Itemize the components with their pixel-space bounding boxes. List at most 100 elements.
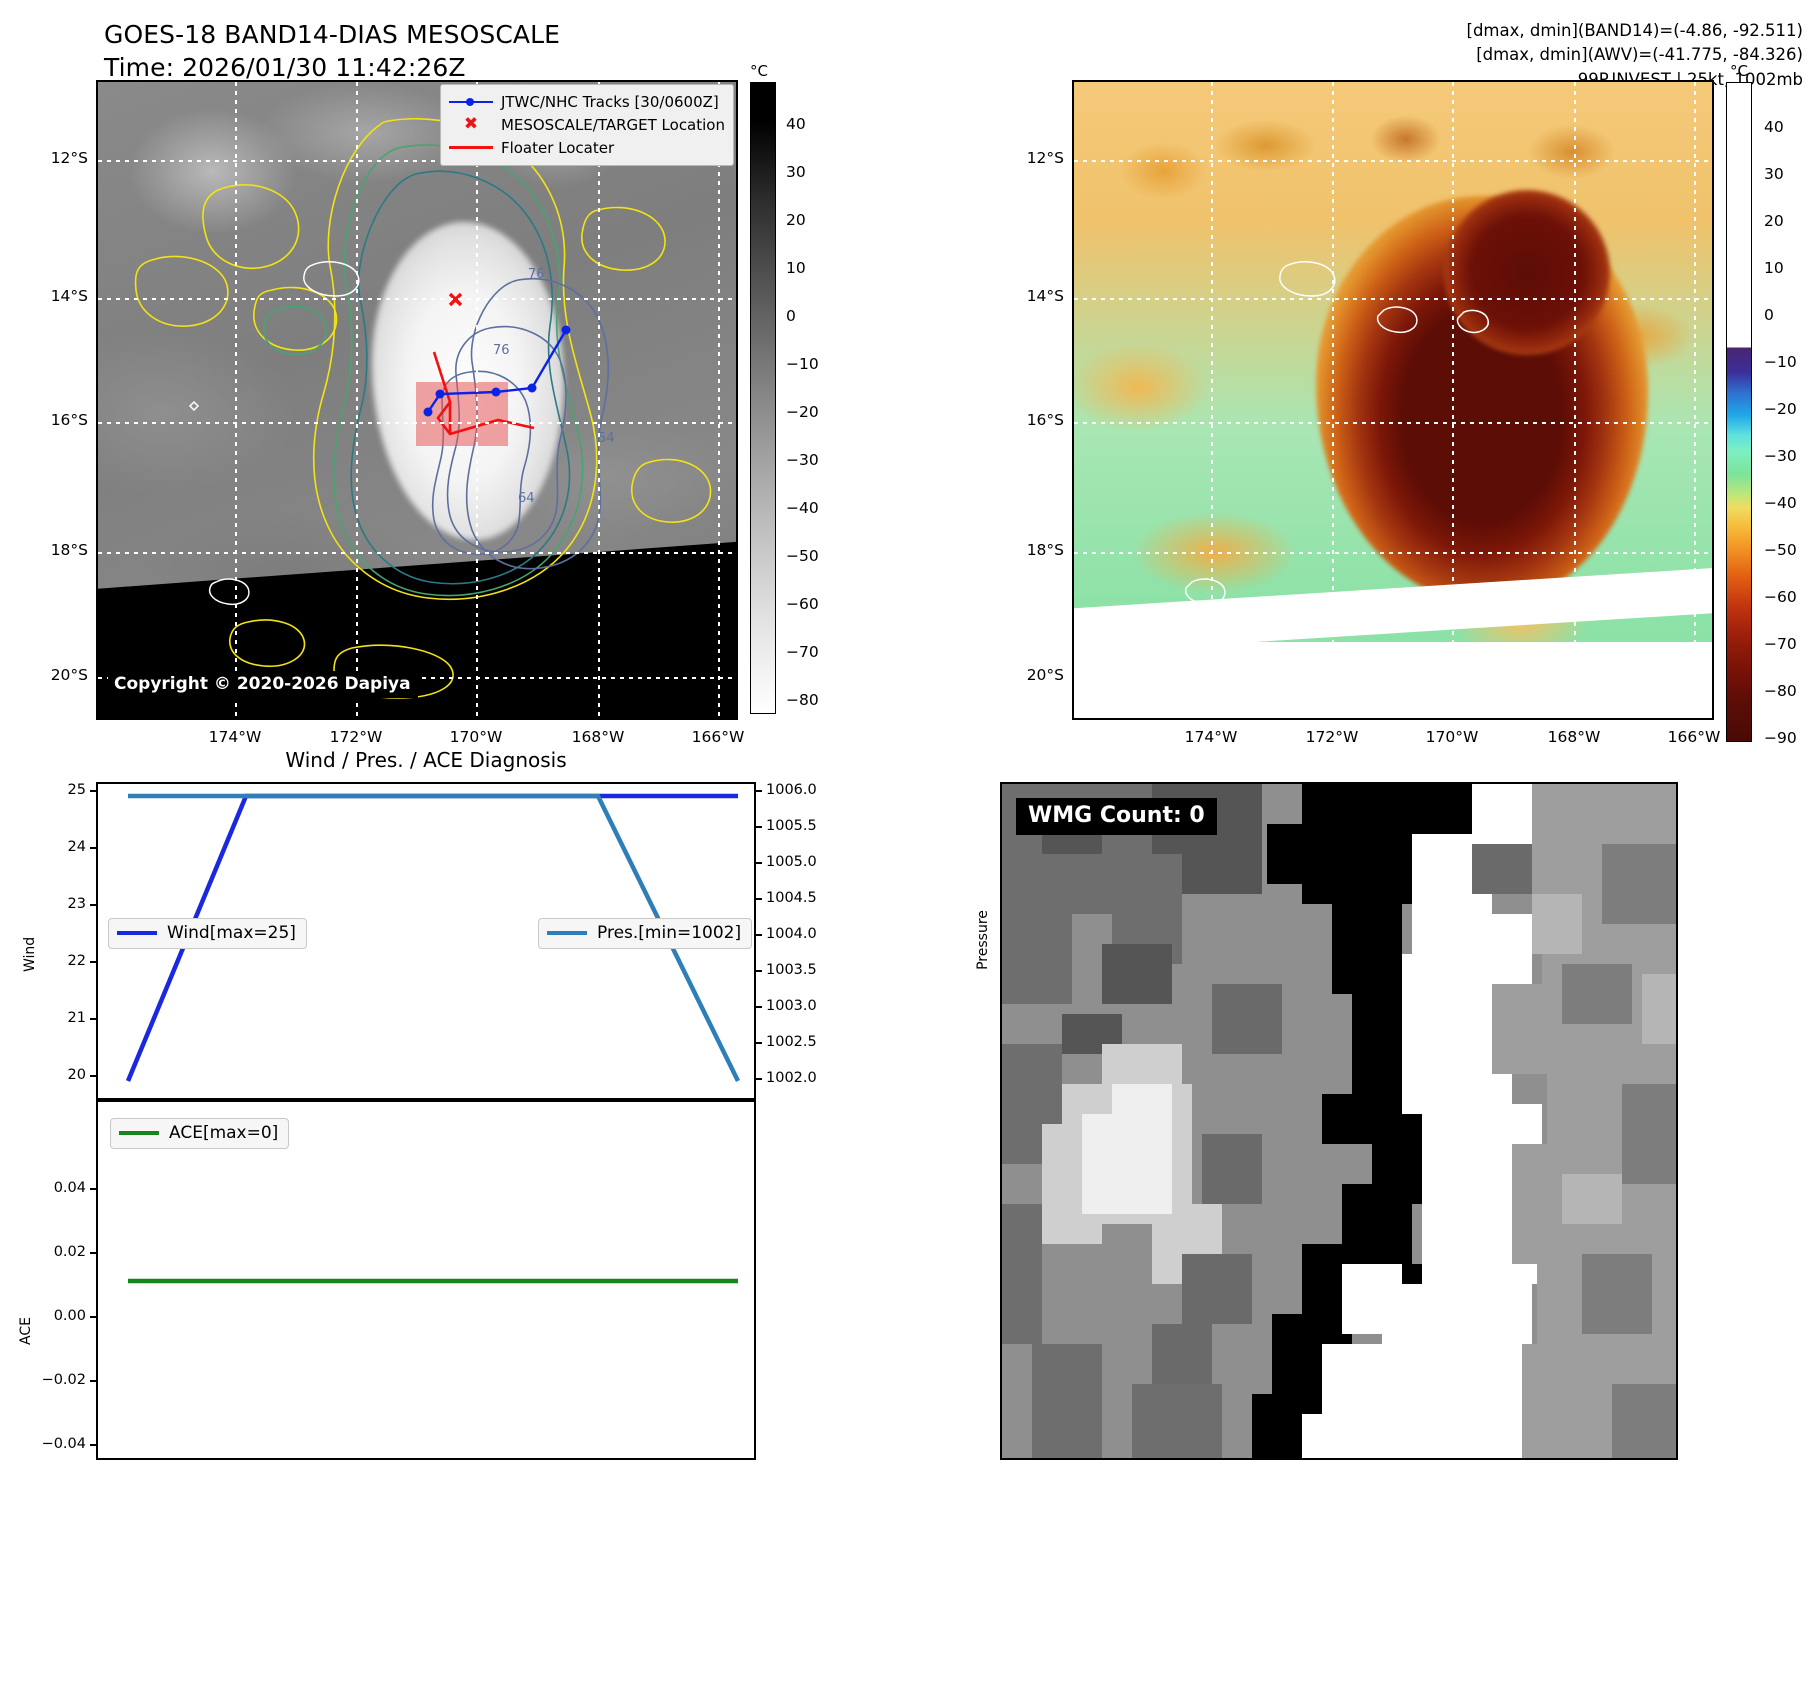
pres-ytick-1003: 1003.0: [766, 998, 817, 1014]
ir-gridline-lat-14s: [1074, 298, 1712, 300]
ir-lon-label-170w: 170°W: [1425, 728, 1479, 746]
svg-text:64: 64: [518, 491, 535, 506]
ir-tick-m60: −60: [1764, 588, 1797, 606]
vis-lon-label-174w: 174°W: [208, 728, 262, 746]
grayscale-storm-core: [372, 221, 564, 540]
ace-tickmark-m002: [90, 1380, 96, 1382]
title-line-2: Time: 2026/01/30 11:42:26Z: [104, 53, 466, 82]
pres-tickmark-10035: [756, 970, 762, 972]
grayscale-image: 76 76 64 54 Copyright © 2020-2026 Dapiya: [98, 82, 736, 718]
ir-tick-m20: −20: [1764, 400, 1797, 418]
ir-lat-label-12s: 12°S: [1026, 149, 1064, 167]
wind-ytick-22: 22: [67, 953, 86, 969]
vis-lon-label-168w: 168°W: [571, 728, 625, 746]
ir-gridline-lat-16s: [1074, 422, 1712, 424]
ir-gridline-lon-166w: [1694, 82, 1696, 718]
pressure-series-line: [128, 793, 741, 1082]
ir-lat-label-14s: 14°S: [1026, 287, 1064, 305]
vis-lat-label-12s: 12°S: [50, 149, 88, 167]
ir-lon-label-168w: 168°W: [1547, 728, 1601, 746]
ace-ytick-m002: −0.02: [41, 1372, 86, 1388]
wind-axis-label: Wind: [22, 936, 38, 972]
ir-gridline-lon-174w: [1211, 82, 1213, 718]
legend-label-tracks: JTWC/NHC Tracks [30/0600Z]: [500, 92, 719, 111]
ir-tick-m80: −80: [1764, 682, 1797, 700]
wind-pressure-plot: [125, 793, 741, 1082]
wmg-panel[interactable]: WMG Count: 0: [1000, 782, 1678, 1460]
ir-lat-label-20s: 20°S: [1026, 666, 1064, 684]
gridline-lat-12s: [98, 160, 736, 162]
ir-gridline-lat-12s: [1074, 160, 1712, 162]
grayscale-tick-m60: −60: [786, 595, 819, 613]
gridline-lon-166w: [718, 82, 720, 718]
ir-tick-10: 10: [1764, 259, 1784, 277]
wind-ytick-23: 23: [67, 896, 86, 912]
legend-item-target[interactable]: ✖ MESOSCALE/TARGET Location: [449, 113, 725, 136]
gridline-lon-172w: [356, 82, 358, 718]
ir-tick-m50: −50: [1764, 541, 1797, 559]
ir-lon-label-174w: 174°W: [1184, 728, 1238, 746]
grayscale-satellite-panel[interactable]: 76 76 64 54 Copyright © 2020-2026 Dapiya…: [96, 80, 738, 720]
page-title: GOES-18 BAND14-DIAS MESOSCALE Time: 2026…: [104, 18, 560, 84]
ir-gridline-lon-170w: [1452, 82, 1454, 718]
gridline-lat-14s: [98, 298, 736, 300]
pres-tickmark-1005: [756, 862, 762, 864]
vis-lat-label-16s: 16°S: [50, 411, 88, 429]
ir-tick-m70: −70: [1764, 635, 1797, 653]
ace-tickmark-000: [90, 1316, 96, 1318]
wind-ytick-24: 24: [67, 839, 86, 855]
pressure-legend-swatch: [547, 930, 587, 936]
wind-series-legend[interactable]: Wind[max=25]: [108, 918, 307, 949]
svg-text:76: 76: [493, 343, 510, 358]
wind-ytick-21: 21: [67, 1010, 86, 1026]
ir-coastline-overlay: [1184, 260, 1489, 611]
ir-tick-m40: −40: [1764, 494, 1797, 512]
pressure-series-legend[interactable]: Pres.[min=1002]: [538, 918, 753, 949]
ace-ytick-m004: −0.04: [41, 1436, 86, 1452]
pres-tickmark-10055: [756, 826, 762, 828]
grayscale-tick-10: 10: [786, 259, 806, 277]
wind-tickmark-22: [90, 961, 96, 963]
ir-gridline-lat-20s: [1074, 677, 1712, 679]
map-legend: JTWC/NHC Tracks [30/0600Z] ✖ MESOSCALE/T…: [439, 84, 734, 166]
pres-ytick-1006: 1006.0: [766, 782, 817, 798]
grayscale-tick-m40: −40: [786, 499, 819, 517]
pres-tickmark-10045: [756, 898, 762, 900]
ir-tick-m90: −90: [1764, 729, 1797, 747]
pres-ytick-10055: 1005.5: [766, 818, 817, 834]
pressure-legend-label: Pres.[min=1002]: [597, 923, 742, 943]
grayscale-tick-m10: −10: [786, 355, 819, 373]
ace-chart[interactable]: [96, 1100, 756, 1460]
ir-satellite-panel[interactable]: [1072, 80, 1714, 720]
ace-axis-label: ACE: [18, 1317, 34, 1345]
wind-tickmark-20: [90, 1075, 96, 1077]
gridline-lon-170w: [476, 82, 478, 718]
ir-lat-label-18s: 18°S: [1026, 541, 1064, 559]
wind-pres-ace-title: Wind / Pres. / ACE Diagnosis: [285, 748, 567, 772]
ir-image: [1074, 82, 1712, 718]
pres-ytick-10035: 1003.5: [766, 962, 817, 978]
ace-tickmark-002: [90, 1252, 96, 1254]
ace-ytick-000: 0.00: [53, 1308, 86, 1324]
ir-tick-40: 40: [1764, 118, 1784, 136]
ace-legend[interactable]: ACE[max=0]: [110, 1118, 290, 1149]
legend-item-floater[interactable]: Floater Locater: [448, 136, 725, 159]
grayscale-tick-30: 30: [786, 163, 806, 181]
pres-ytick-1005: 1005.0: [766, 854, 817, 870]
wind-legend-swatch: [117, 930, 157, 936]
gridline-lon-174w: [235, 82, 237, 718]
wind-tickmark-24: [90, 847, 96, 849]
svg-text:54: 54: [598, 431, 615, 446]
ir-gridline-lon-172w: [1332, 82, 1334, 718]
pres-tickmark-1002: [756, 1078, 762, 1080]
svg-text:76: 76: [528, 267, 545, 282]
grayscale-tick-20: 20: [786, 211, 806, 229]
ir-colorbar-strip: [1726, 82, 1752, 742]
pres-ytick-10025: 1002.5: [766, 1034, 817, 1050]
wind-tickmark-25: [90, 790, 96, 792]
copyright-badge: Copyright © 2020-2026 Dapiya: [108, 671, 418, 698]
vis-lon-label-170w: 170°W: [449, 728, 503, 746]
grayscale-tick-40: 40: [786, 115, 806, 133]
legend-item-tracks[interactable]: JTWC/NHC Tracks [30/0600Z]: [448, 90, 725, 113]
grayscale-tick-m50: −50: [786, 547, 819, 565]
